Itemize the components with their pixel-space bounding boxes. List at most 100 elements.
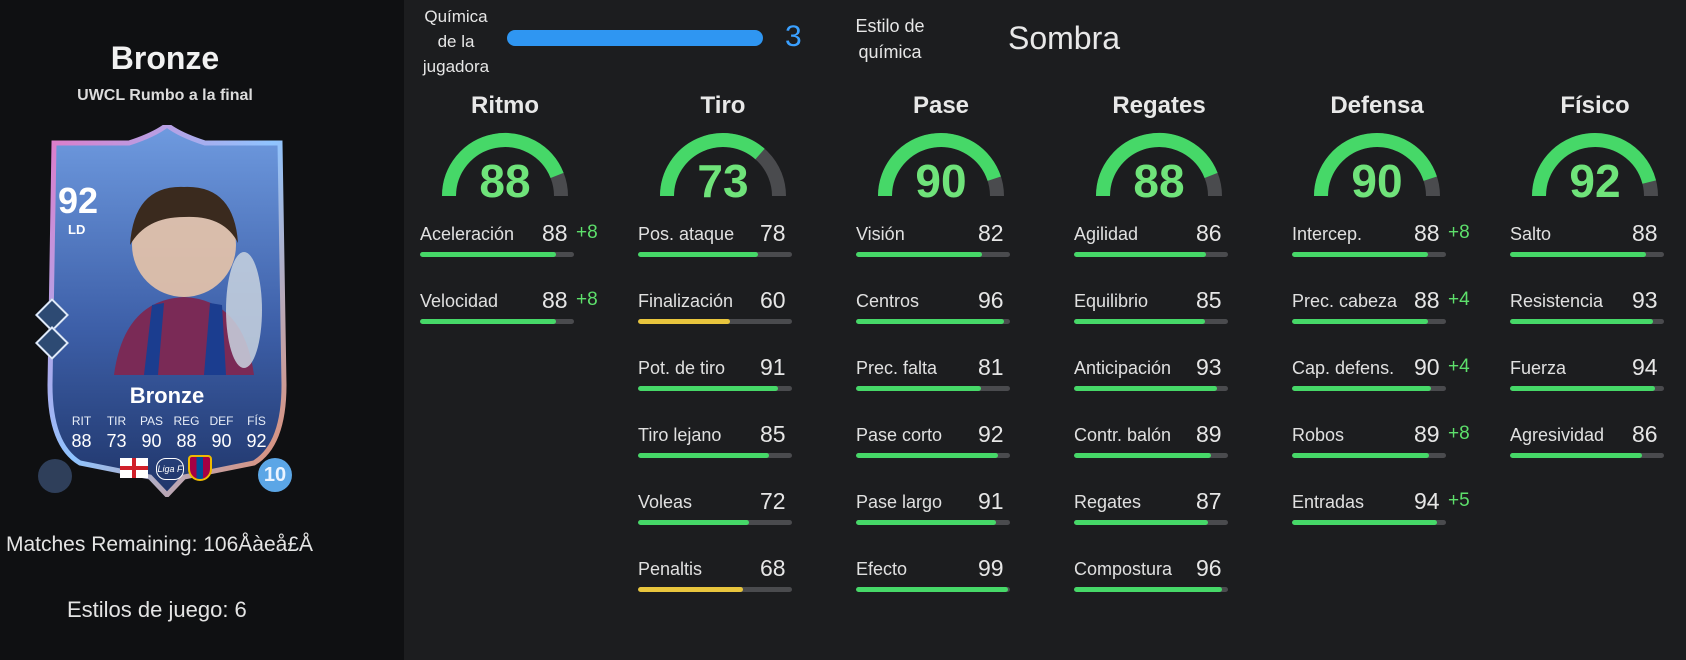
category-title: Regates <box>1112 92 1206 119</box>
stat-label: Centros <box>856 291 920 311</box>
gauge-arc <box>660 133 786 197</box>
stat-boost: +8 <box>1448 222 1470 243</box>
stat-value: 88 <box>542 287 568 313</box>
stat-label: Pase largo <box>856 492 943 512</box>
stat-label: Cap. defens. <box>1292 358 1395 378</box>
stat-bar <box>1074 520 1228 525</box>
stat-row-cap-defens[interactable]: Cap. defens. 90 +4 <box>1292 348 1470 415</box>
stats-panel <box>404 0 1686 660</box>
stat-row-penaltis[interactable]: Penaltis 68 <box>638 549 808 616</box>
stat-label: Contr. balón <box>1074 425 1172 445</box>
stat-row-pos-ataque[interactable]: Pos. ataque 78 <box>638 214 808 281</box>
stat-column-regates: Regates 88 Agilidad 86 Equilibrio 85 Anticipac… <box>1074 88 1244 616</box>
stat-label: Pot. de tiro <box>638 358 726 378</box>
card-stat-label: FÍS <box>247 414 266 428</box>
category-gauge: 73 <box>658 124 788 207</box>
stat-column-ritmo: Ritmo 88 Aceleración 88 +8 Velocidad 88 +8 <box>420 88 598 348</box>
playstyles-count: Estilos de juego: 6 <box>67 597 247 622</box>
stat-value: 82 <box>978 220 1004 246</box>
stat-row-finalizacion[interactable]: Finalización 60 <box>638 281 808 348</box>
stat-bar <box>1074 386 1228 391</box>
stat-row-tiro-lejano[interactable]: Tiro lejano 85 <box>638 415 808 482</box>
stat-label: Finalización <box>638 291 734 311</box>
stat-row-regates[interactable]: Regates 87 <box>1074 482 1244 549</box>
card-stat-value: 92 <box>246 431 267 451</box>
stat-row-centros[interactable]: Centros 96 <box>856 281 1026 348</box>
stat-label: Resistencia <box>1510 291 1604 311</box>
player-promo-label: UWCL Rumbo a la final <box>77 87 253 104</box>
card-stat-value: 90 <box>211 431 232 451</box>
category-title: Defensa <box>1330 92 1424 119</box>
stat-row-entradas[interactable]: Entradas 94 +5 <box>1292 482 1470 549</box>
stat-row-prec-cabeza[interactable]: Prec. cabeza 88 +4 <box>1292 281 1470 348</box>
gauge-fill <box>878 133 1001 197</box>
stat-bar-fill <box>1510 252 1646 257</box>
stat-value: 89 <box>1196 421 1222 447</box>
stat-row-prec-falta[interactable]: Prec. falta 81 <box>856 348 1026 415</box>
card-stat-label: DEF <box>209 414 234 428</box>
stat-row-pase-corto[interactable]: Pase corto 92 <box>856 415 1026 482</box>
stat-row-salto[interactable]: Salto 88 <box>1510 214 1680 281</box>
stat-value: 94 <box>1414 488 1440 514</box>
stat-bar <box>638 386 792 391</box>
gauge-arc <box>442 133 568 197</box>
player-name-title: Bronze <box>110 40 220 76</box>
stat-bar <box>1074 252 1228 257</box>
player-card[interactable]: 92 LD Bronze RIT TIR PAS REG DEF FÍS 88 … <box>34 125 300 497</box>
stat-bar <box>856 587 1010 592</box>
stat-row-compostura[interactable]: Compostura 96 <box>1074 549 1244 616</box>
stat-row-resistencia[interactable]: Resistencia 93 <box>1510 281 1680 348</box>
card-stat-value: 88 <box>176 431 197 451</box>
stat-row-robos[interactable]: Robos 89 +8 <box>1292 415 1470 482</box>
category-gauge: 90 <box>1312 124 1442 207</box>
gauge-fill <box>1096 133 1218 197</box>
matches-remaining: Matches Remaining: 106Åàeå£Å <box>6 533 314 556</box>
category-title: Pase <box>912 92 970 119</box>
stat-bar-fill <box>1510 453 1643 458</box>
stat-label: Velocidad <box>420 291 499 311</box>
stat-row-aceleracion[interactable]: Aceleración 88 +8 <box>420 214 598 281</box>
stat-label: Tiro lejano <box>638 425 722 445</box>
stat-row-voleas[interactable]: Voleas 72 <box>638 482 808 549</box>
stat-value: 93 <box>1196 354 1222 380</box>
stat-label: Robos <box>1292 425 1345 445</box>
stat-bar <box>856 319 1010 324</box>
card-position: LD <box>68 222 86 237</box>
stat-bar <box>638 319 792 324</box>
gauge-arc <box>1532 133 1658 197</box>
stat-row-fuerza[interactable]: Fuerza 94 <box>1510 348 1680 415</box>
stat-row-vision[interactable]: Visión 82 <box>856 214 1026 281</box>
stat-row-equilibrio[interactable]: Equilibrio 85 <box>1074 281 1244 348</box>
stat-boost: +8 <box>576 289 598 310</box>
stat-row-velocidad[interactable]: Velocidad 88 +8 <box>420 281 598 348</box>
stat-bar-fill <box>420 252 556 257</box>
stat-value: 88 <box>1414 220 1440 246</box>
stat-bar <box>638 252 792 257</box>
gauge-fill <box>1532 133 1657 197</box>
chemistry-style-value[interactable]: Sombra <box>1008 20 1121 56</box>
stat-value: 86 <box>1196 220 1222 246</box>
player-panel: Bronze UWCL Rumbo a la final <box>0 0 404 660</box>
stat-bar <box>1292 453 1446 458</box>
stat-row-efecto[interactable]: Efecto 99 <box>856 549 1026 616</box>
stat-boost: +5 <box>1448 490 1470 511</box>
stat-bar <box>1292 252 1446 257</box>
stat-row-contr-balon[interactable]: Contr. balón 89 <box>1074 415 1244 482</box>
stat-label: Compostura <box>1074 559 1173 579</box>
stat-row-pot-de-tiro[interactable]: Pot. de tiro 91 <box>638 348 808 415</box>
stat-label: Prec. cabeza <box>1292 291 1398 311</box>
stat-value: 90 <box>1414 354 1440 380</box>
stat-row-intercep[interactable]: Intercep. 88 +8 <box>1292 214 1470 281</box>
stat-row-agilidad[interactable]: Agilidad 86 <box>1074 214 1244 281</box>
stat-column-tiro: Tiro 73 Pos. ataque 78 Finalización 60 Pot. de… <box>638 88 808 616</box>
stat-row-anticipacion[interactable]: Anticipación 93 <box>1074 348 1244 415</box>
club-badge-icon <box>188 455 212 481</box>
card-stat-label: RIT <box>71 414 92 428</box>
stat-bar-fill <box>638 252 759 257</box>
stat-row-pase-largo[interactable]: Pase largo 91 <box>856 482 1026 549</box>
stat-value: 86 <box>1632 421 1658 447</box>
stat-row-agresividad[interactable]: Agresividad 86 <box>1510 415 1680 482</box>
stat-bar <box>1292 319 1446 324</box>
card-overall-rating: 92 <box>58 180 99 221</box>
stat-label: Salto <box>1510 224 1552 244</box>
